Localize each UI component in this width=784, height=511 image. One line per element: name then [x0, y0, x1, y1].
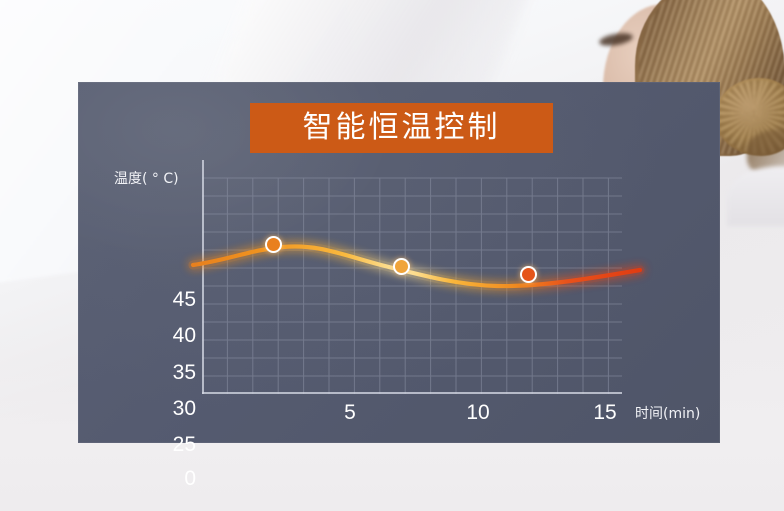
y-tick-label: 35: [172, 361, 196, 384]
x-tick-label: 5: [344, 401, 356, 424]
temperature-curve: [188, 241, 645, 291]
person-shoulder: [727, 166, 784, 226]
curve-line: [190, 244, 643, 289]
x-tick-label: 10: [466, 401, 490, 424]
y-axis-title: 温度( ° C): [114, 171, 179, 187]
data-point-marker-15min[interactable]: [519, 265, 537, 283]
x-tick-label: 15: [593, 401, 617, 424]
chart-gridlines: [202, 177, 622, 394]
y-tick-label: 45: [172, 288, 196, 311]
y-tick-label: 25: [172, 433, 196, 456]
data-point-marker-5min[interactable]: [264, 235, 282, 253]
data-point-marker-10min[interactable]: [392, 257, 410, 275]
plot-area: [202, 160, 622, 394]
y-axis-line: [202, 160, 204, 394]
title-banner: 智能恒温控制: [250, 103, 553, 153]
y-axis-tick-labels: 45 40 35 30 25 0: [142, 164, 196, 489]
x-axis-tick-labels: 5 10 15: [280, 402, 700, 432]
x-axis-line: [202, 392, 622, 394]
page-title: 智能恒温控制: [302, 110, 501, 145]
y-tick-label: 0: [184, 467, 196, 490]
chart-panel: 智能恒温控制 温度( ° C) 45 40 35 30 25 0: [78, 82, 720, 489]
y-tick-label: 30: [172, 397, 196, 420]
y-tick-label: 40: [172, 324, 196, 347]
x-axis-title: 时间(min): [635, 406, 701, 422]
